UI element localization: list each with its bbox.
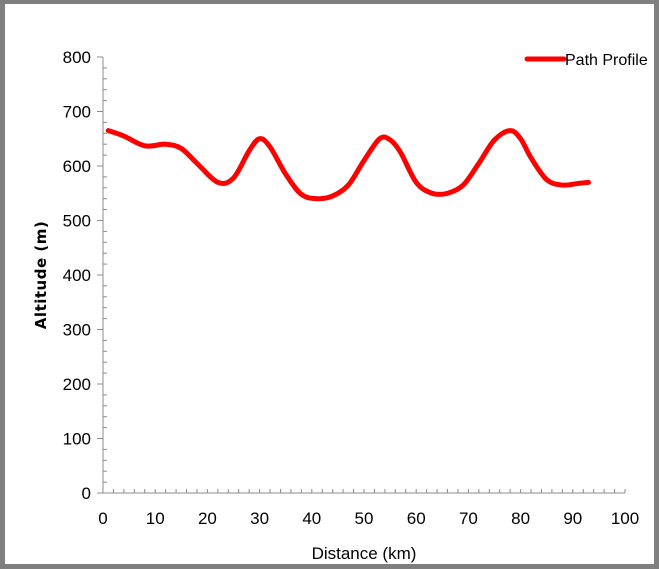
y-tick-label: 200	[63, 375, 91, 394]
y-tick-label: 300	[63, 321, 91, 340]
x-tick-label: 80	[511, 509, 530, 528]
y-axis-title: Altitude (m)	[32, 221, 50, 329]
data-point	[586, 180, 591, 185]
data-point	[299, 192, 304, 197]
y-tick-label: 400	[63, 266, 91, 285]
data-point	[529, 155, 534, 160]
data-point	[429, 191, 434, 196]
data-point	[315, 196, 320, 201]
y-tick-label: 0	[82, 484, 91, 503]
y-tick-label: 800	[63, 48, 91, 67]
x-tick-label: 40	[302, 509, 321, 528]
data-point	[388, 137, 393, 142]
data-point	[445, 191, 450, 196]
legend-label: Path Profile	[565, 52, 648, 69]
x-tick-label: 0	[98, 509, 107, 528]
x-tick-label: 60	[407, 509, 426, 528]
data-point	[544, 177, 549, 182]
data-point	[231, 175, 236, 180]
data-point	[179, 146, 184, 151]
data-point	[247, 148, 252, 153]
data-point	[257, 136, 262, 141]
data-point	[163, 142, 168, 147]
data-point	[346, 183, 351, 188]
data-point	[377, 136, 382, 141]
legend: Path Profile	[524, 52, 648, 69]
data-point	[398, 150, 403, 155]
y-tick-label: 500	[63, 212, 91, 231]
data-point	[362, 158, 367, 163]
y-tick-label: 600	[63, 157, 91, 176]
x-tick-label: 10	[146, 509, 165, 528]
data-point	[476, 161, 481, 166]
y-tick-label: 100	[63, 430, 91, 449]
data-point	[283, 172, 288, 177]
data-point	[518, 136, 523, 141]
x-tick-label: 20	[198, 509, 217, 528]
series-line-path-profile	[105, 128, 591, 202]
data-point	[576, 181, 581, 186]
data-point	[492, 137, 497, 142]
data-point	[194, 161, 199, 166]
x-tick-label: 50	[355, 509, 374, 528]
series-layer	[105, 128, 591, 202]
x-ticks: 0 10 20 30 40 50 60 70 80 90 100	[98, 489, 639, 528]
data-point	[215, 180, 220, 185]
data-point	[142, 143, 147, 148]
data-point	[330, 193, 335, 198]
x-tick-label: 70	[459, 509, 478, 528]
data-point	[268, 144, 273, 149]
data-point	[560, 183, 565, 188]
x-tick-label: 90	[563, 509, 582, 528]
axes: 0 100 200 300 400 500 600 700 800 0 10 20 30 40 50 60 7…	[63, 48, 640, 528]
y-tick-label: 700	[63, 103, 91, 122]
data-point	[414, 180, 419, 185]
data-point	[121, 134, 126, 139]
x-tick-label: 100	[611, 509, 639, 528]
y-ticks: 0 100 200 300 400 500 600 700 800	[63, 48, 107, 503]
data-point	[461, 183, 466, 188]
data-point	[508, 128, 513, 133]
x-tick-label: 30	[250, 509, 269, 528]
data-point	[106, 128, 111, 133]
x-axis-title: Distance (km)	[312, 544, 417, 563]
